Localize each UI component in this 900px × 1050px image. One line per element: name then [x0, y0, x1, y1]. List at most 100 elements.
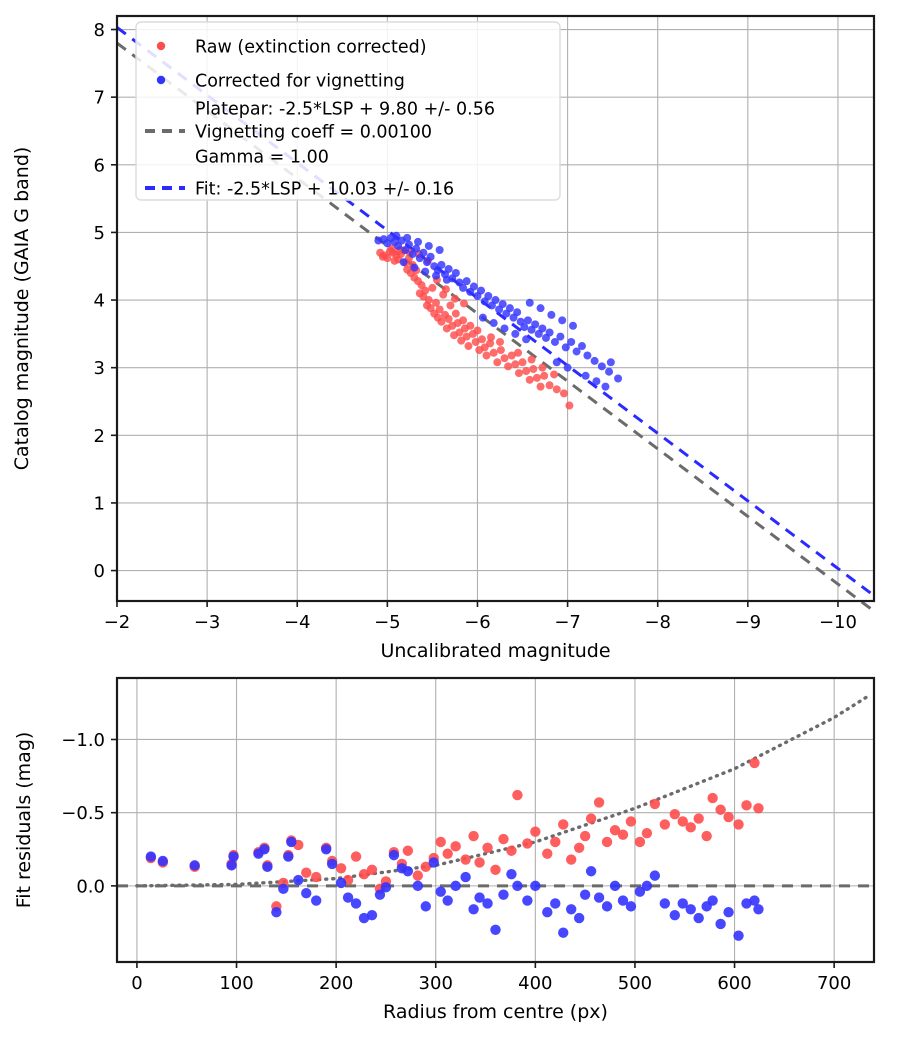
data-point	[504, 362, 513, 371]
data-point	[484, 291, 493, 300]
data-point	[489, 319, 498, 328]
data-point	[641, 827, 653, 839]
y-tick-label: −0.5	[61, 803, 105, 824]
data-point	[514, 369, 523, 378]
x-tick-label: 400	[518, 973, 552, 994]
y-axis-label: Catalog magnitude (GAIA G band)	[11, 147, 33, 471]
data-point	[597, 362, 606, 371]
data-point	[437, 317, 446, 326]
data-point	[412, 880, 424, 892]
data-point	[490, 924, 501, 935]
data-point	[585, 866, 597, 877]
data-point	[601, 901, 613, 912]
data-point	[753, 803, 764, 814]
data-point	[512, 880, 523, 892]
data-point	[579, 889, 591, 900]
data-point	[410, 263, 419, 272]
data-point	[500, 354, 509, 363]
data-point	[145, 851, 157, 862]
data-point	[496, 346, 505, 355]
data-point	[477, 286, 486, 295]
axes-frame	[115, 14, 876, 603]
data-point	[530, 880, 541, 892]
x-tick-label: −7	[554, 612, 581, 633]
data-point	[500, 324, 509, 333]
data-point	[605, 367, 614, 376]
data-point	[707, 792, 718, 804]
data-point	[659, 819, 671, 830]
data-point	[741, 800, 752, 811]
data-point	[311, 895, 322, 906]
data-point	[442, 275, 451, 284]
legend-entry: Platepar: -2.5*LSP + 9.80 +/- 0.56	[195, 100, 495, 120]
data-point	[189, 860, 200, 871]
data-point	[566, 904, 577, 915]
data-point	[421, 267, 430, 276]
data-point	[442, 895, 453, 906]
data-point	[498, 889, 509, 900]
data-point	[625, 901, 637, 912]
data-point	[459, 283, 468, 292]
data-point	[592, 377, 601, 386]
data-point	[559, 389, 568, 398]
data-point	[432, 298, 441, 307]
y-tick-label: 2	[94, 426, 105, 447]
data-point	[677, 898, 688, 909]
data-point	[518, 358, 527, 367]
data-point	[556, 332, 565, 341]
data-point	[523, 316, 532, 325]
data-point	[374, 889, 386, 900]
data-point	[522, 335, 531, 344]
x-tick-label: 600	[717, 973, 751, 994]
data-point	[490, 864, 501, 875]
data-point	[669, 909, 680, 921]
data-point	[444, 314, 453, 323]
data-point	[536, 304, 545, 313]
data-point	[550, 836, 561, 848]
data-point	[435, 246, 444, 254]
data-point	[677, 816, 688, 827]
data-point	[634, 886, 646, 897]
data-point	[450, 880, 461, 892]
data-point	[486, 339, 495, 348]
data-point	[693, 813, 704, 824]
data-point	[507, 351, 516, 360]
data-point	[514, 348, 523, 357]
data-point	[311, 871, 322, 883]
data-point	[561, 343, 570, 352]
data-point	[320, 844, 332, 855]
data-point	[474, 892, 485, 903]
data-point	[486, 333, 495, 342]
x-tick-label: −4	[284, 612, 311, 633]
data-point	[468, 830, 479, 842]
data-point	[536, 382, 545, 391]
data-point	[609, 825, 621, 836]
data-point	[326, 858, 338, 870]
data-point	[649, 870, 661, 881]
data-point	[601, 382, 610, 391]
data-point	[520, 323, 529, 332]
x-axis-label: Uncalibrated magnitude	[380, 640, 610, 662]
data-point	[715, 918, 726, 930]
data-point	[578, 342, 587, 351]
data-point	[462, 277, 471, 286]
legend-label: Fit: -2.5*LSP + 10.03 +/- 0.16	[195, 180, 454, 200]
data-point	[567, 337, 576, 346]
data-point	[540, 371, 549, 380]
axes-frame	[115, 676, 876, 964]
data-point	[749, 895, 760, 906]
data-point	[558, 316, 567, 325]
data-point	[412, 244, 421, 253]
data-point	[585, 813, 597, 824]
data-point	[441, 285, 450, 294]
data-point	[469, 282, 478, 291]
data-point	[685, 822, 696, 833]
data-point	[460, 871, 471, 883]
data-point	[566, 854, 577, 865]
data-point	[464, 342, 473, 351]
data-point	[450, 294, 459, 303]
data-point	[428, 857, 439, 868]
data-point	[450, 841, 461, 852]
data-point	[552, 358, 561, 367]
data-point	[593, 797, 605, 808]
